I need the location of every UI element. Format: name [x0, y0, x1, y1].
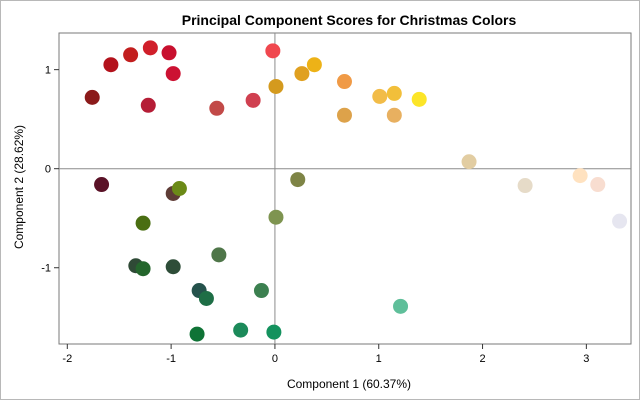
x-tick-label: -1 — [166, 353, 176, 365]
data-point — [265, 43, 281, 59]
x-tick-label: 1 — [376, 353, 382, 365]
data-point — [294, 66, 310, 82]
y-tick-label: 1 — [45, 65, 51, 77]
data-point — [612, 213, 628, 229]
data-point — [94, 177, 110, 193]
data-point — [211, 247, 227, 263]
data-point — [268, 78, 284, 94]
data-point — [393, 298, 409, 314]
x-tick-label: 3 — [583, 353, 589, 365]
data-point — [84, 89, 100, 105]
data-point — [268, 209, 284, 225]
x-axis-label: Component 1 (60.37%) — [287, 377, 411, 391]
plot-frame — [58, 32, 632, 345]
data-point — [461, 154, 477, 170]
x-tick-label: -2 — [62, 353, 72, 365]
data-point — [142, 40, 158, 56]
data-point — [161, 45, 177, 61]
data-point — [140, 97, 156, 113]
y-tick-label: -1 — [41, 263, 51, 275]
data-point — [165, 66, 181, 82]
data-point — [253, 283, 269, 299]
data-point — [233, 322, 249, 338]
data-point — [411, 91, 427, 107]
chart-title: Principal Component Scores for Christmas… — [182, 12, 517, 28]
data-point — [386, 107, 402, 123]
data-point — [266, 324, 282, 340]
data-point — [245, 92, 261, 108]
data-point — [386, 85, 402, 101]
data-point — [103, 57, 119, 73]
y-axis-label: Component 2 (28.62%) — [12, 125, 26, 249]
data-point — [372, 88, 388, 104]
data-point — [198, 290, 214, 306]
x-tick-label: 2 — [479, 353, 485, 365]
data-point — [189, 326, 205, 342]
data-point — [290, 172, 306, 188]
y-tick-label: 0 — [45, 164, 51, 176]
data-point — [209, 100, 225, 116]
data-point — [572, 168, 588, 184]
data-point — [171, 181, 187, 196]
x-tick-label: 0 — [272, 353, 278, 365]
plot-area: -2 -1 0 1 2 3 -1 0 1 — [41, 32, 632, 365]
data-point — [336, 74, 352, 90]
data-point — [590, 177, 606, 193]
data-point — [135, 215, 151, 231]
data-point — [517, 178, 533, 194]
data-point — [135, 261, 151, 277]
data-point — [165, 259, 181, 275]
data-point — [123, 47, 139, 63]
data-point — [306, 57, 322, 73]
data-point — [336, 107, 352, 123]
